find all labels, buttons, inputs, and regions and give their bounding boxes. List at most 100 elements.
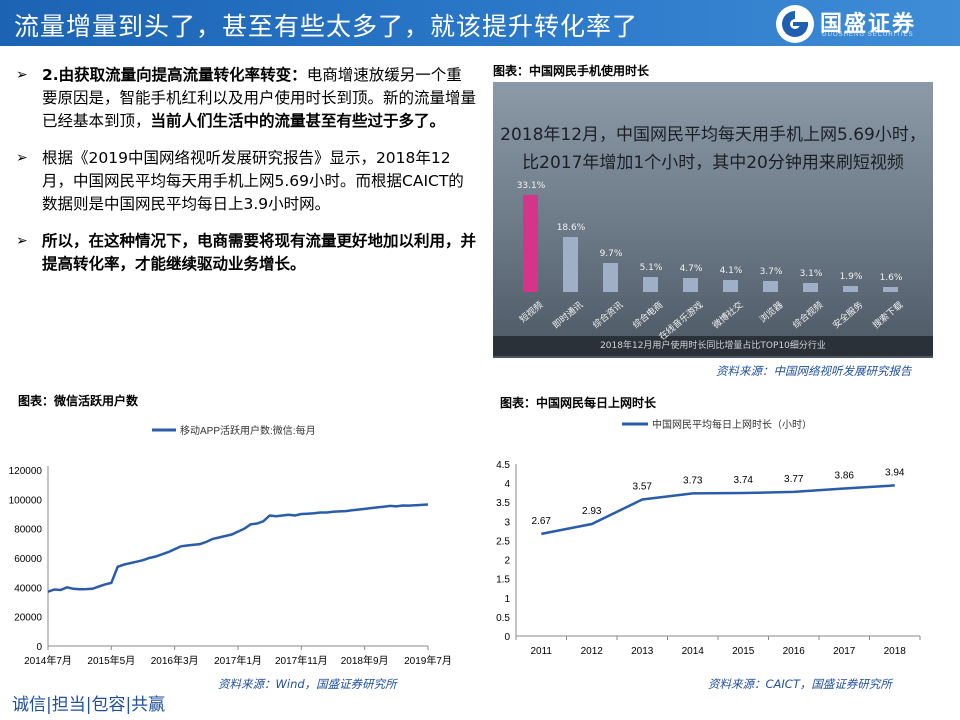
bar xyxy=(843,286,858,292)
series-line xyxy=(541,484,895,536)
bar-category-label: 短视频 xyxy=(518,300,546,326)
arrow-bullet-icon: ➢ xyxy=(16,67,28,83)
bullet-item: ➢ 根据《2019中国网络视听发展研究报告》显示，2018年12月，中国网民平均… xyxy=(16,147,476,216)
bullet-lead: 所以，在这种情况下，电商需要将现有流量更好地加以利用，并提高转化率，才能继续驱动… xyxy=(42,232,477,273)
bar-category-label: 综合视频 xyxy=(791,300,826,332)
wechat-figure-caption: 图表：微信活跃用户数 xyxy=(18,394,139,408)
y-tick-label: 2 xyxy=(504,556,510,567)
bar xyxy=(643,277,658,292)
data-label: 3.73 xyxy=(683,475,703,486)
bar-value-label: 9.7% xyxy=(599,249,623,260)
bar xyxy=(723,279,738,292)
data-label: 3.57 xyxy=(633,482,653,493)
data-label: 2.67 xyxy=(532,516,552,527)
online-hours-chart: 中国网民平均每日上网时长（小时） 0 0.5 1 1.5 2 2.5 3 3.5 4 4.5 2011… xyxy=(496,418,921,657)
y-tick-label: 120000 xyxy=(9,466,43,477)
bar-category-label: 即时通讯 xyxy=(551,300,586,332)
bar-value-label: 1.6% xyxy=(879,273,903,284)
x-tick-label: 2015年5月 xyxy=(87,654,135,667)
y-tick-label: 1.5 xyxy=(496,575,510,586)
arrow-bullet-icon: ➢ xyxy=(16,233,28,249)
phone-figure-caption: 图表：中国网民手机使用时长 xyxy=(493,64,650,78)
online-figure-caption: 图表：中国网民每日上网时长 xyxy=(500,396,657,410)
bar-category-label: 综合资讯 xyxy=(591,300,626,332)
phone-headline-2: 比2017年增加1个小时，其中20分钟用来刷短视频 xyxy=(522,153,904,173)
data-label: 3.77 xyxy=(784,474,804,485)
y-tick-label: 0 xyxy=(36,642,42,653)
x-tick-label: 2017年11月 xyxy=(275,654,328,667)
bar-category-label: 搜索下载 xyxy=(871,300,906,332)
phone-figure-source: 资料来源：中国网络视听发展研究报告 xyxy=(716,364,912,378)
brand-logo: 国盛证券 GUOSHENG SECURITIES xyxy=(776,5,954,43)
y-tick-label: 0.5 xyxy=(496,613,510,624)
header-bar: 流量增量到头了，甚至有些太多了，就该提升转化率了 国盛证券 GUOSHENG S… xyxy=(0,0,960,46)
bar-category-label: 微博社交 xyxy=(711,300,746,332)
y-tick-label: 20000 xyxy=(14,613,42,624)
legend-label: 中国网民平均每日上网时长（小时） xyxy=(652,418,812,431)
bullet-list: ➢ 2.由获取流量向提高流量转化率转变：电商增速放缓另一个重要原因是，智能手机红… xyxy=(16,64,476,290)
bar xyxy=(883,287,898,292)
bar xyxy=(803,282,818,292)
data-label: 2.93 xyxy=(582,506,602,517)
data-label: 3.86 xyxy=(835,470,855,481)
arrow-bullet-icon: ➢ xyxy=(16,150,28,166)
series-line xyxy=(47,503,429,593)
y-tick-label: 80000 xyxy=(14,525,42,536)
x-tick-label: 2019年7月 xyxy=(404,654,452,667)
y-tick-label: 4 xyxy=(504,479,510,490)
data-label: 3.74 xyxy=(734,475,754,486)
x-tick-label: 2018 xyxy=(884,646,907,657)
y-tick-label: 1 xyxy=(504,594,510,605)
phone-figure-footer: 2018年12月用户使用时长同比增量占比TOP10细分行业 xyxy=(493,336,933,356)
online-figure-source: 资料来源：CAICT，国盛证券研究所 xyxy=(708,677,892,691)
x-tick-label: 2015 xyxy=(732,646,755,657)
x-tick-label: 2014 xyxy=(682,646,705,657)
bar-category-label: 安全服务 xyxy=(831,300,866,332)
bar xyxy=(683,278,698,292)
bar xyxy=(603,263,618,292)
bar-value-label: 4.1% xyxy=(719,265,743,276)
bullet-text: 根据《2019中国网络视听发展研究报告》显示，2018年12月，中国网民平均每天… xyxy=(42,149,464,213)
y-tick-label: 3 xyxy=(504,517,510,528)
legend-label: 移动APP活跃用户数:微信:每月 xyxy=(180,424,316,437)
y-tick-label: 0 xyxy=(504,632,510,643)
y-tick-label: 2.5 xyxy=(496,536,510,547)
bar-value-label: 18.6% xyxy=(556,223,586,234)
footer-slogan: 诚信|担当|包容|共赢 xyxy=(12,695,166,715)
bar xyxy=(763,281,778,292)
phone-usage-image: 2018年12月，中国网民平均每天用手机上网5.69小时， 比2017年增加1个… xyxy=(493,82,933,358)
bar-value-label: 33.1% xyxy=(516,180,546,191)
x-tick-label: 2016 xyxy=(783,646,806,657)
bullet-tail: 当前人们生活中的流量甚至有些过于多了。 xyxy=(150,112,446,130)
x-tick-label: 2011 xyxy=(530,646,552,657)
guosheng-logo-icon xyxy=(776,5,814,43)
bar-category-label: 浏览器 xyxy=(758,300,786,326)
y-tick-label: 4.5 xyxy=(496,460,510,471)
brand-name: 国盛证券 xyxy=(820,12,917,37)
brand-subtitle: GUOSHENG SECURITIES xyxy=(822,32,914,38)
x-tick-label: 2016年3月 xyxy=(151,654,199,667)
page-title: 流量增量到头了，甚至有些太多了，就该提升转化率了 xyxy=(14,12,639,41)
bar-value-label: 1.9% xyxy=(839,272,863,283)
wechat-active-users-chart: 移动APP活跃用户数:微信:每月 0 20000 40000 60000 80000 100… xyxy=(9,424,452,667)
bar-value-label: 5.1% xyxy=(639,263,663,273)
bar xyxy=(563,237,578,292)
x-tick-label: 2018年9月 xyxy=(341,654,389,667)
data-label: 3.94 xyxy=(885,467,905,478)
bullet-text: 电商增速放缓另一个重要原因是，智能手机红利以及用户使用时长到顶。新的流量增量已经… xyxy=(42,66,477,130)
bullet-lead: 2.由获取流量向提高流量转化率转变： xyxy=(42,66,307,84)
x-tick-label: 2013 xyxy=(631,646,654,657)
y-tick-label: 100000 xyxy=(9,495,43,506)
bar xyxy=(523,194,538,292)
y-tick-label: 3.5 xyxy=(496,498,510,509)
bullet-item: ➢ 所以，在这种情况下，电商需要将现有流量更好地加以利用，并提高转化率，才能继续… xyxy=(16,230,476,276)
y-tick-label: 60000 xyxy=(14,554,42,565)
x-tick-label: 2017 xyxy=(833,646,856,657)
bullet-item: ➢ 2.由获取流量向提高流量转化率转变：电商增速放缓另一个重要原因是，智能手机红… xyxy=(16,64,476,133)
bar-value-label: 3.1% xyxy=(799,268,823,279)
wechat-figure-source: 资料来源：Wind，国盛证券研究所 xyxy=(218,677,397,691)
phone-headline-1: 2018年12月，中国网民平均每天用手机上网5.69小时， xyxy=(500,125,926,145)
x-tick-label: 2017年1月 xyxy=(214,654,262,667)
y-tick-label: 40000 xyxy=(14,583,42,594)
x-tick-label: 2012 xyxy=(581,646,604,657)
